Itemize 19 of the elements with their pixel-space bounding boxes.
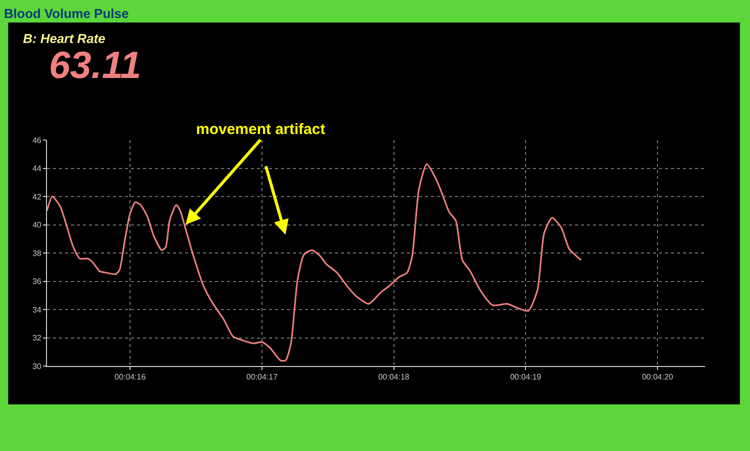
y-tick-label: 42 [32, 192, 42, 202]
y-tick-label: 40 [32, 220, 42, 230]
y-tick-label: 38 [32, 248, 42, 258]
chart-subtitle: B: Heart Rate [23, 31, 106, 46]
y-tick-label: 44 [32, 164, 42, 174]
x-tick-label: 00:04:19 [510, 372, 542, 382]
annotation: movement artifact [196, 121, 326, 138]
text: 63.11 [49, 45, 142, 87]
x-tick-label: 00:04:20 [642, 372, 674, 382]
x-tick-label: 00:04:17 [246, 372, 278, 382]
y-tick-label: 32 [32, 334, 42, 343]
line-series [47, 163, 582, 362]
y-tick-label: 46 [32, 136, 42, 145]
y-tick-label: 36 [32, 277, 42, 286]
chart-title: Blood Volume Pulse [4, 6, 129, 21]
x-tick-label: 00:04:18 [378, 372, 410, 382]
y-tick-label: 34 [32, 305, 42, 314]
y-tick-label: 30 [32, 362, 42, 371]
x-tick-label: 00:04:16 [114, 372, 146, 382]
